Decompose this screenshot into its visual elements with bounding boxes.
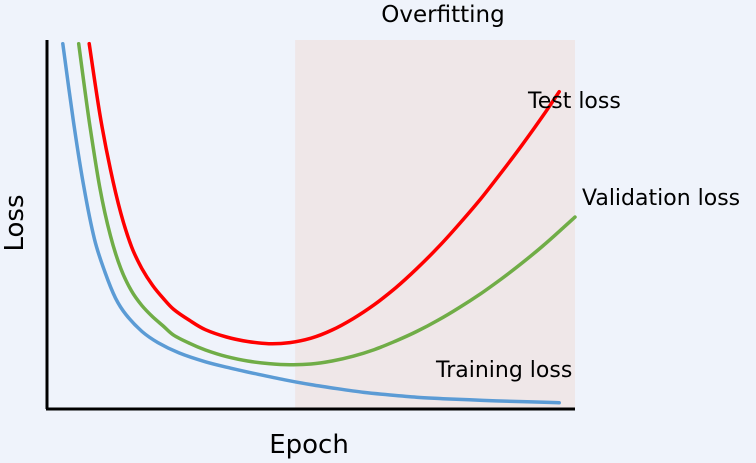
x-axis-label: Epoch: [269, 430, 349, 460]
series-layer: [61, 41, 577, 405]
series-line-validation-loss: [76, 41, 577, 367]
series-label-training-loss: Training loss: [435, 358, 572, 383]
series-label-test-loss: Test loss: [527, 89, 621, 114]
series-line-test-loss: [87, 41, 561, 346]
series-label-validation-loss: Validation loss: [582, 186, 740, 211]
overfitting-label: Overfitting: [381, 2, 504, 28]
series-line-training-loss: [61, 41, 561, 405]
y-axis-label: Loss: [0, 194, 30, 251]
overfitting-region: [295, 40, 575, 409]
